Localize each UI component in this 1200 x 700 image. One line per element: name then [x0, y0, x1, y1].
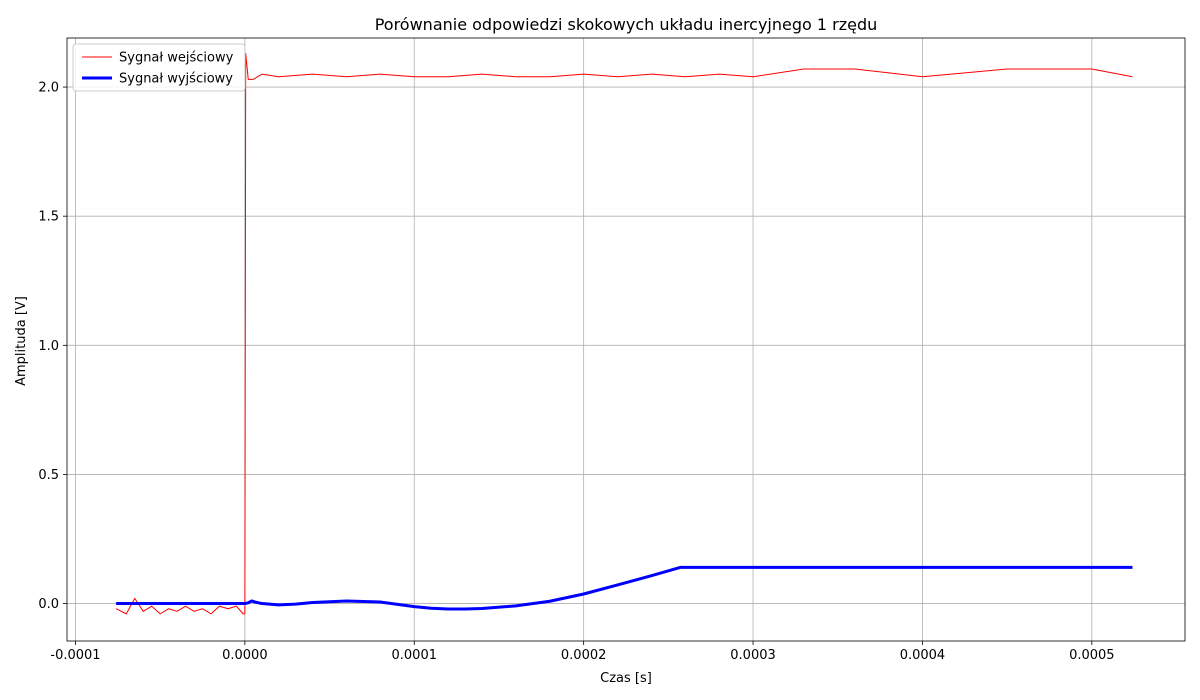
x-tick-label: 0.0003 — [730, 648, 776, 663]
grid — [67, 38, 1185, 641]
x-tick-label: 0.0005 — [1069, 648, 1115, 663]
y-axis-label: Amplituda [V] — [14, 296, 29, 386]
x-tick-label: 0.0001 — [392, 648, 438, 663]
y-tick-label: 1.0 — [38, 339, 59, 354]
series-line-1 — [115, 52, 1133, 615]
legend-box — [72, 43, 246, 92]
legend-label-1: Sygnał wejściowy — [119, 51, 234, 66]
legend-label-2: Sygnał wyjściowy — [119, 72, 233, 87]
x-tick-label: 0.0004 — [900, 648, 946, 663]
x-tick-label: 0.0000 — [222, 648, 268, 663]
axes-frame — [66, 37, 1186, 642]
y-tick-label: 1.5 — [38, 210, 59, 225]
x-tick-label: -0.0001 — [50, 648, 100, 663]
series-line-2 — [116, 565, 1133, 611]
chart-title: Porównanie odpowiedzi skokowych układu i… — [375, 15, 878, 34]
y-tick-label: 0.0 — [38, 597, 59, 612]
legend: Sygnał wejściowy Sygnał wyjściowy — [72, 43, 246, 92]
x-tick-label: 0.0002 — [561, 648, 607, 663]
y-tick-label: 2.0 — [38, 81, 59, 96]
x-axis-label: Czas [s] — [600, 671, 652, 686]
axes: -0.0001 0.0000 0.0001 0.0002 0.0003 0.0004 0.0… — [38, 37, 1186, 663]
plot-area — [115, 52, 1133, 615]
y-tick-label: 0.5 — [38, 468, 59, 483]
